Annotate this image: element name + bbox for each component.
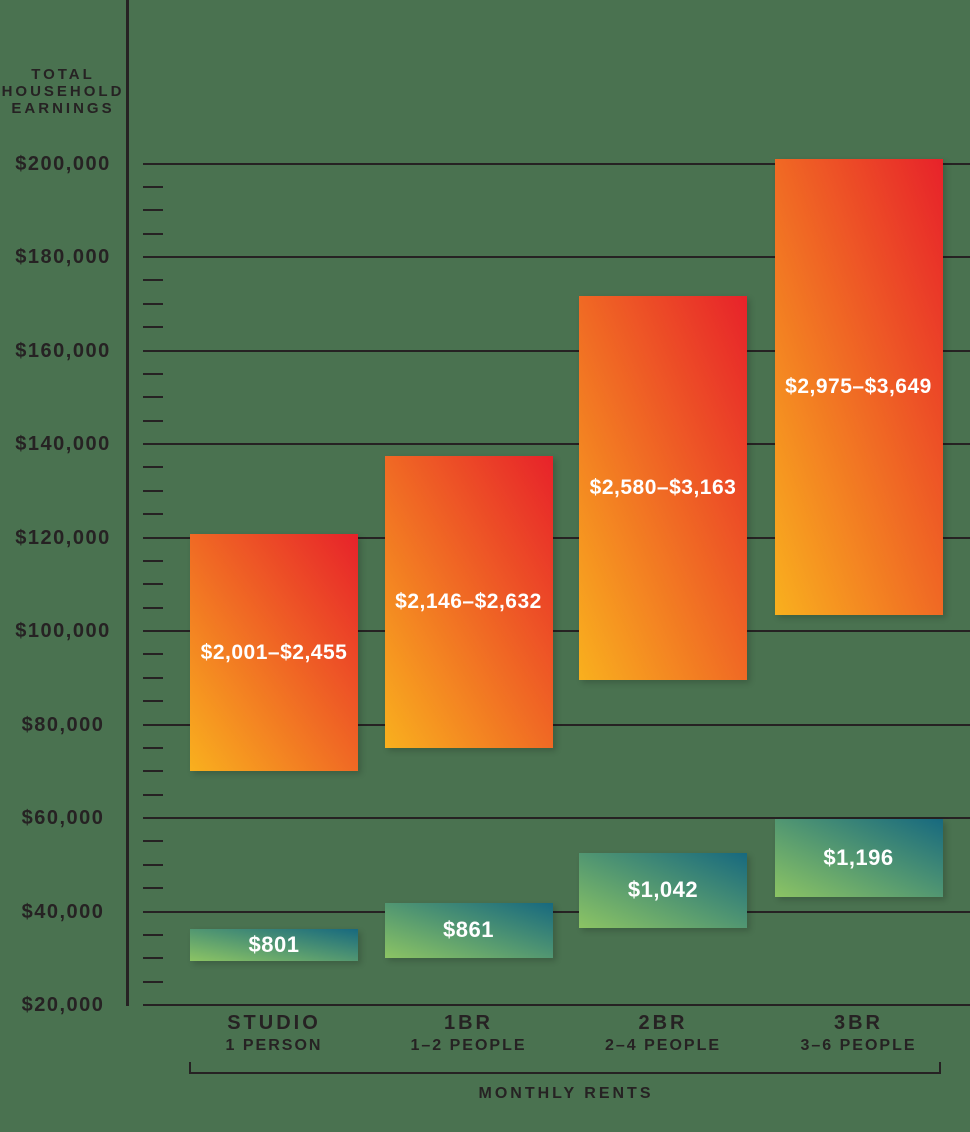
y-axis-minor-tick — [143, 980, 163, 983]
rent-bar-label: $801 — [248, 932, 300, 958]
rent-bar-label: $1,042 — [627, 877, 699, 903]
y-axis-minor-tick — [143, 957, 163, 960]
income-bar-label: $2,580–$3,163 — [589, 475, 737, 499]
x-axis-sublabel-3br: 3–6 PEOPLE — [800, 1037, 917, 1054]
income-bar-studio: $2,001–$2,455 — [190, 534, 358, 772]
y-axis-minor-tick — [143, 489, 163, 492]
x-axis-label-1br: 1BR — [443, 1012, 493, 1034]
y-gridline — [143, 443, 970, 445]
y-axis-minor-tick — [143, 887, 163, 890]
y-axis-minor-tick — [143, 676, 163, 679]
rent-bar-3br: $1,196 — [774, 818, 943, 898]
y-axis-minor-tick — [143, 770, 163, 773]
x-axis-label-2br: 2BR — [638, 1012, 688, 1034]
rent-bar-1br: $861 — [384, 902, 553, 959]
income-bar-1br: $2,146–$2,632 — [384, 455, 553, 748]
y-axis-minor-tick — [143, 232, 163, 235]
x-axis-label-3br: 3BR — [833, 1012, 883, 1034]
x-axis-sublabel-1br: 1–2 PEOPLE — [410, 1037, 527, 1054]
income-bar-3br: $2,975–$3,649 — [774, 158, 943, 615]
income-bar-label: $2,146–$2,632 — [395, 589, 542, 613]
y-axis-tick-label: $100,000 — [15, 620, 111, 642]
income-bar-label: $2,975–$3,649 — [785, 374, 932, 398]
y-axis-minor-tick — [143, 513, 163, 516]
y-axis-minor-tick — [143, 746, 163, 749]
y-axis-tick-label: $180,000 — [15, 246, 111, 268]
y-axis-minor-tick — [143, 583, 163, 586]
x-axis-bracket — [189, 1062, 941, 1074]
rent-bar-label: $1,196 — [823, 845, 894, 871]
x-axis-sublabel-studio: 1 PERSON — [225, 1037, 323, 1054]
y-axis-minor-tick — [143, 606, 163, 609]
income-bar-2br: $2,580–$3,163 — [579, 295, 747, 681]
y-axis-minor-tick — [143, 840, 163, 843]
y-axis-minor-tick — [143, 396, 163, 399]
y-axis-minor-tick — [143, 279, 163, 282]
y-axis-tick-label: $80,000 — [21, 713, 105, 736]
y-axis-minor-tick — [143, 466, 163, 469]
x-axis-label-studio: STUDIO — [227, 1012, 321, 1034]
y-axis-minor-tick — [143, 793, 163, 796]
y-axis-minor-tick — [143, 863, 163, 866]
y-axis-minor-tick — [143, 372, 163, 375]
y-gridline — [143, 162, 970, 165]
y-gridline — [143, 817, 970, 819]
y-axis-minor-tick — [143, 933, 163, 936]
y-axis-minor-tick — [143, 326, 163, 329]
y-gridline — [143, 723, 970, 726]
y-axis-line — [126, 0, 129, 1006]
rent-bar-2br: $1,042 — [579, 852, 747, 929]
y-axis-tick-label: $160,000 — [15, 339, 111, 362]
y-axis-minor-tick — [143, 559, 163, 562]
y-axis-tick-label: $200,000 — [15, 152, 111, 175]
y-gridline — [143, 910, 970, 913]
y-axis-minor-tick — [143, 185, 163, 188]
y-axis-minor-tick — [143, 700, 163, 703]
rent-bar-label: $861 — [443, 917, 494, 943]
y-axis-tick-label: $120,000 — [15, 526, 111, 549]
rent-bar-studio: $801 — [190, 929, 358, 962]
y-axis-minor-tick — [143, 419, 163, 422]
x-axis-title: MONTHLY RENTS — [478, 1085, 654, 1102]
y-gridline — [143, 256, 970, 258]
y-gridline — [143, 536, 970, 539]
y-axis-minor-tick — [143, 302, 163, 305]
y-gridline — [143, 349, 970, 352]
x-axis-sublabel-2br: 2–4 PEOPLE — [604, 1037, 722, 1054]
y-axis-tick-label: $40,000 — [21, 900, 105, 923]
y-axis-tick-label: $140,000 — [15, 433, 111, 455]
y-axis-tick-label: $20,000 — [21, 994, 105, 1016]
y-axis-minor-tick — [143, 653, 163, 656]
y-gridline — [143, 1004, 970, 1006]
y-axis-minor-tick — [143, 209, 163, 212]
y-gridline — [143, 630, 970, 632]
income-bar-label: $2,001–$2,455 — [200, 640, 348, 664]
y-axis-title: TOTAL HOUSEHOLD EARNINGS — [1, 66, 125, 117]
y-axis-tick-label: $60,000 — [21, 807, 105, 829]
